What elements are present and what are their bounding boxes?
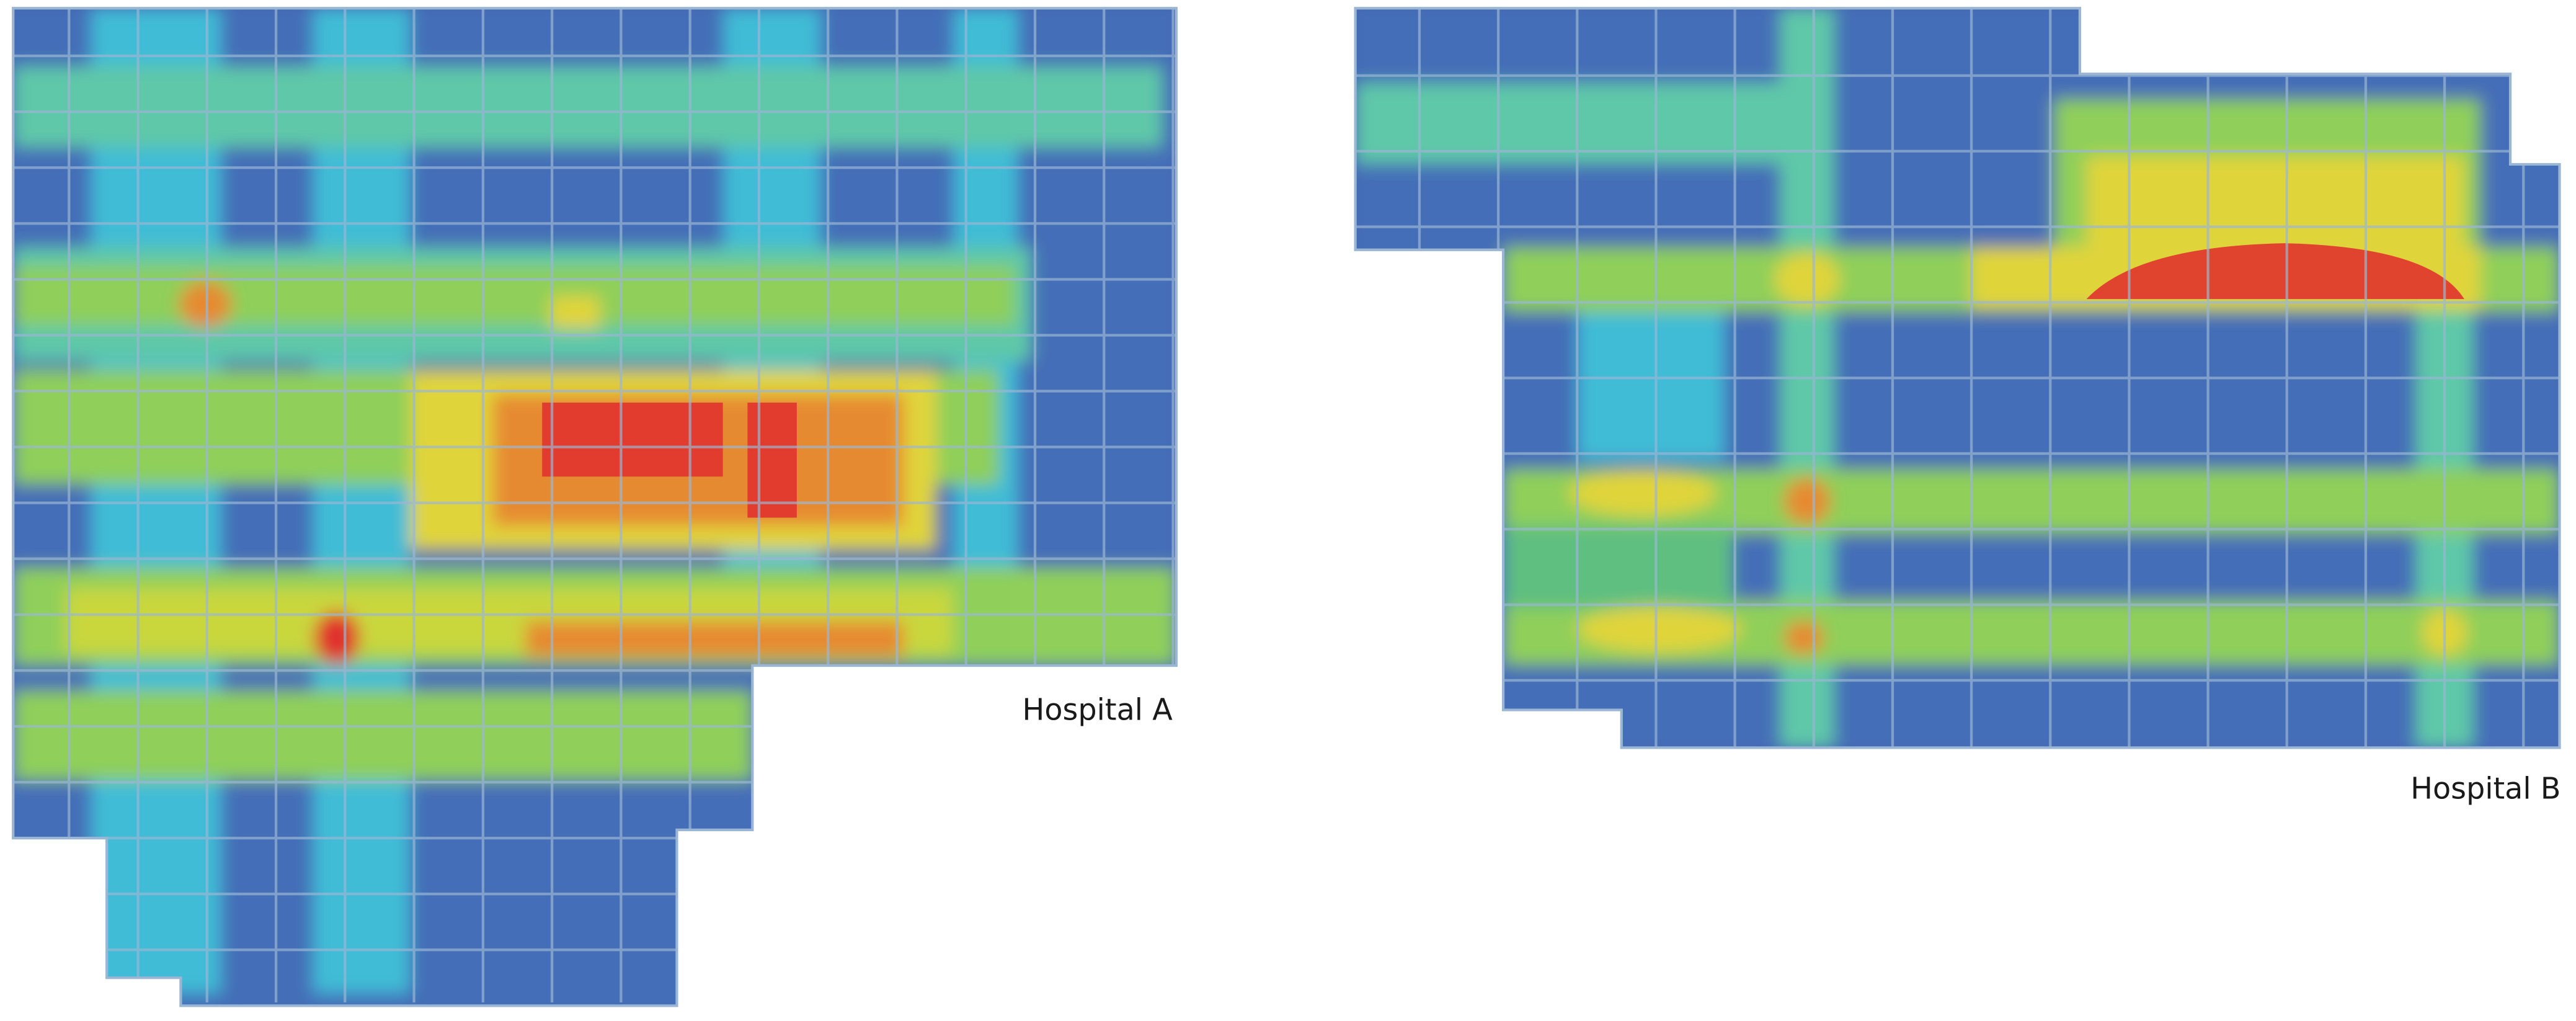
- hospital-b-outline: [1354, 7, 2561, 749]
- plan-label: Hospital B: [2410, 772, 2560, 806]
- plan-label: Hospital A: [1023, 693, 1173, 727]
- hospital-a-plan: [13, 8, 1176, 1006]
- hospital-a-outline: [12, 7, 1178, 1007]
- hospital-b-plan: [1355, 8, 2560, 748]
